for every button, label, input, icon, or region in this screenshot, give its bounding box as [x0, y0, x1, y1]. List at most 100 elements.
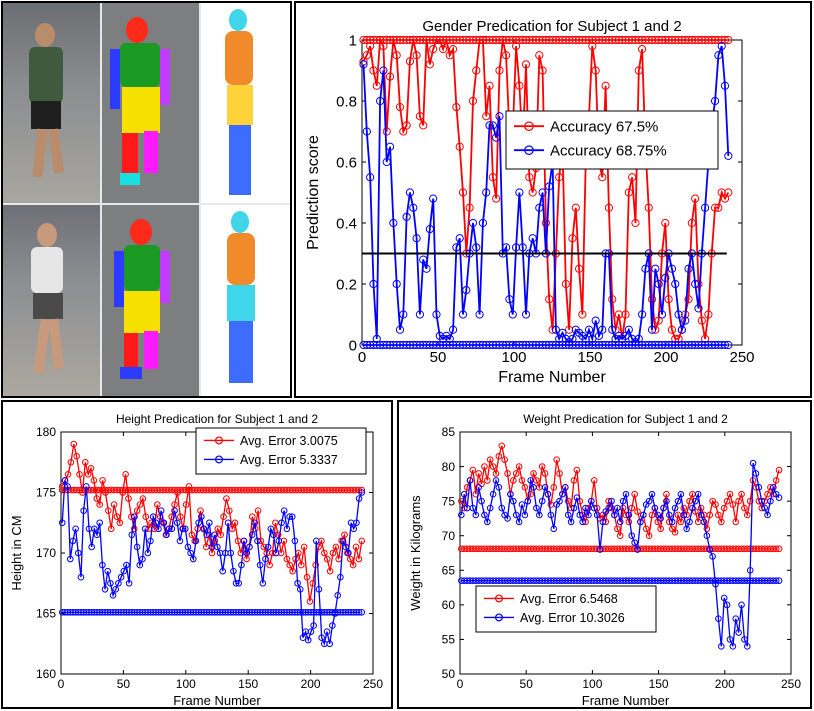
prediction-point: [269, 549, 276, 557]
ground-truth-point: [558, 340, 567, 350]
prediction-point: [455, 234, 464, 243]
prediction-point: [329, 549, 337, 557]
ground-truth-point: [621, 35, 630, 45]
subject1-rgb-photo: [3, 3, 100, 203]
ground-truth-point: [505, 340, 514, 350]
ground-truth-point: [448, 340, 458, 350]
prediction-point: [369, 66, 378, 75]
prediction-point: [584, 325, 594, 334]
ground-truth-point: [598, 35, 607, 45]
prediction-point: [746, 497, 754, 505]
prediction-point: [684, 264, 693, 273]
prediction-point: [573, 494, 581, 501]
ground-truth-point: [667, 35, 677, 45]
prediction-point: [564, 511, 572, 519]
prediction-point: [139, 495, 147, 502]
ground-truth-point: [366, 35, 375, 45]
ground-truth-point: [525, 340, 534, 350]
prediction-point: [599, 518, 607, 526]
ground-truth-point: [389, 340, 398, 350]
prediction-point: [379, 66, 388, 75]
ground-truth-point: [376, 340, 385, 350]
prediction-point: [224, 519, 232, 527]
prediction-point: [568, 234, 577, 243]
prediction-point: [590, 477, 598, 484]
prediction-point: [585, 511, 592, 519]
ground-truth-point: [465, 35, 474, 45]
prediction-point: [746, 566, 754, 574]
prediction-point: [128, 531, 136, 539]
ground-truth-point: [651, 340, 660, 350]
prediction-point: [573, 466, 581, 474]
prediction-point: [362, 51, 371, 60]
prediction-point: [570, 477, 578, 484]
prediction-point: [637, 45, 647, 54]
prediction-point: [152, 519, 160, 527]
prediction-point: [465, 203, 474, 212]
prediction-point: [608, 295, 617, 304]
prediction-point: [667, 264, 677, 273]
legend-label-1: Avg. Error 3.0075: [240, 434, 338, 448]
prediction-point: [538, 497, 546, 505]
prediction-point: [460, 490, 468, 498]
ground-truth-point: [664, 35, 673, 45]
ground-truth-point: [515, 340, 524, 350]
ground-truth-point: [717, 35, 726, 45]
prediction-point: [694, 490, 702, 498]
ground-truth-point: [608, 35, 617, 45]
prediction-point: [419, 121, 428, 130]
prediction-point: [334, 592, 341, 599]
ground-truth-point: [382, 340, 391, 350]
prediction-point: [306, 598, 314, 605]
y-tick-label: 80: [442, 460, 456, 474]
prediction-point: [561, 279, 570, 289]
prediction-point: [160, 519, 168, 527]
prediction-point: [536, 511, 543, 519]
prediction-point: [741, 636, 748, 643]
prediction-point: [297, 561, 305, 569]
prediction-point: [472, 243, 481, 252]
ground-truth-point: [548, 35, 557, 45]
prediction-point: [621, 310, 630, 319]
ground-truth-point: [621, 340, 630, 350]
ground-truth-point: [694, 35, 703, 45]
series-1-prediction-line: [362, 36, 730, 340]
prediction-point: [502, 51, 511, 60]
ground-truth-point: [687, 340, 696, 350]
prediction-point: [389, 35, 398, 45]
prediction-point: [469, 466, 477, 474]
prediction-point: [195, 519, 202, 527]
prediction-point: [415, 112, 424, 121]
series-1-group: [458, 442, 783, 553]
prediction-point: [321, 549, 328, 557]
prediction-point: [415, 310, 424, 319]
prediction-point: [666, 511, 673, 519]
ground-truth-point: [511, 340, 521, 350]
ground-truth-point: [681, 35, 690, 45]
ground-truth-point: [704, 35, 713, 45]
prediction-point: [634, 508, 641, 515]
prediction-point: [366, 173, 375, 182]
prediction-point: [435, 35, 444, 45]
prediction-point: [535, 203, 544, 212]
prediction-point: [238, 561, 245, 569]
prediction-point: [275, 537, 283, 545]
prediction-point: [87, 465, 95, 472]
series-2-prediction-line: [61, 480, 363, 646]
prediction-point: [492, 133, 501, 142]
prediction-point: [113, 513, 121, 520]
prediction-point: [538, 66, 547, 75]
prediction-point: [299, 634, 307, 641]
prediction-point: [358, 489, 366, 496]
prediction-point: [677, 325, 686, 334]
ground-truth-point: [710, 340, 720, 350]
x-tick-label: 200: [715, 677, 735, 691]
prediction-point: [556, 497, 563, 505]
prediction-point: [482, 112, 491, 121]
ground-truth-point: [701, 340, 710, 350]
prediction-point: [350, 525, 358, 533]
prediction-point: [663, 497, 670, 505]
prediction-point: [590, 504, 598, 512]
ground-truth-point: [548, 340, 557, 350]
prediction-point: [73, 452, 80, 460]
